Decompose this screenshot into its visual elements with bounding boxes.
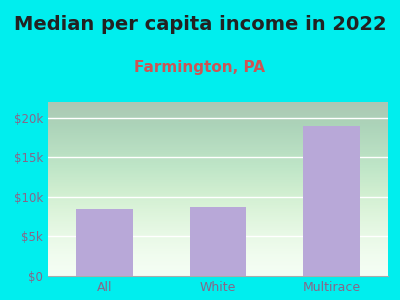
Bar [76, 209, 133, 276]
Bar [303, 126, 360, 276]
Text: Farmington, PA: Farmington, PA [134, 60, 266, 75]
Bar [190, 207, 246, 276]
Text: Median per capita income in 2022: Median per capita income in 2022 [14, 15, 386, 34]
